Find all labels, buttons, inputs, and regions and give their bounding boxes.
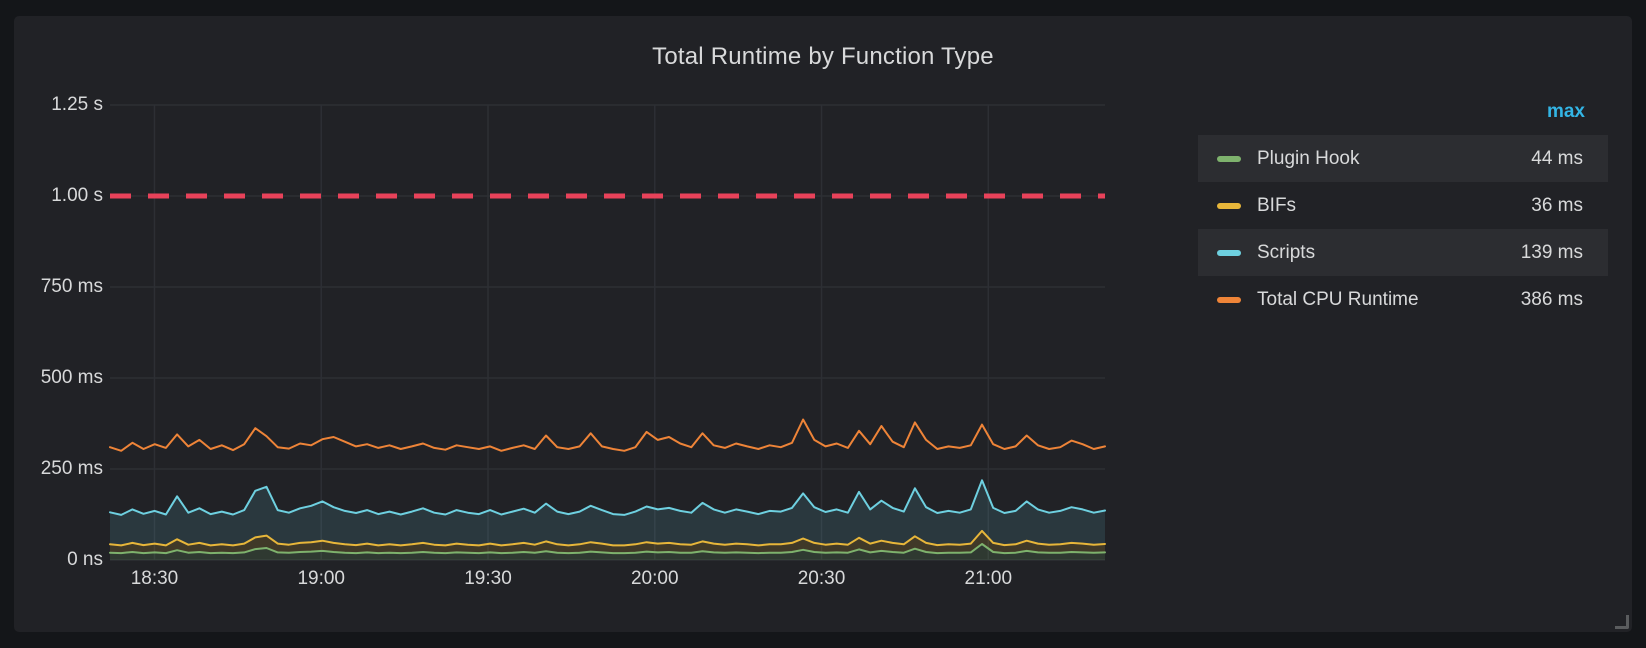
series-swatch-icon [1217, 156, 1241, 162]
legend-row-total-cpu-runtime[interactable]: Total CPU Runtime 386 ms [1198, 276, 1608, 323]
series-area-bifs [110, 530, 1105, 554]
series-line-total-cpu-runtime [109, 418, 1106, 452]
series-area-plugin-hook [110, 544, 1105, 560]
legend-label[interactable]: Plugin Hook [1257, 148, 1360, 169]
panel-title[interactable]: Total Runtime by Function Type [652, 43, 994, 70]
legend-row-plugin-hook[interactable]: Plugin Hook 44 ms [1198, 135, 1608, 182]
series-swatch-icon [1217, 203, 1241, 209]
legend-row-scripts[interactable]: Scripts 139 ms [1198, 229, 1608, 276]
x-tick-label: 20:00 [630, 568, 679, 589]
series-swatch-icon [1217, 250, 1241, 256]
legend-max-value: 386 ms [1520, 289, 1583, 310]
graph-panel: Total Runtime by Function Type 1.25 s 1.0… [14, 16, 1632, 632]
series-line-bifs [109, 529, 1106, 547]
series-swatch-icon [1217, 297, 1241, 303]
x-tick-label: 19:30 [464, 568, 512, 589]
legend-max-column-header[interactable]: max [1546, 101, 1585, 122]
y-tick-label: 1.00 s [51, 185, 103, 206]
series-line-scripts [109, 479, 1106, 516]
legend-label[interactable]: Total CPU Runtime [1257, 289, 1419, 310]
legend-max-value: 36 ms [1531, 195, 1583, 216]
series-line-plugin-hook [109, 543, 1106, 555]
legend-max-value: 44 ms [1531, 148, 1583, 169]
y-tick-label: 250 ms [40, 458, 103, 479]
y-tick-label: 0 ns [67, 549, 103, 570]
x-tick-label: 20:30 [797, 568, 846, 589]
panel-resize-handle[interactable] [1615, 615, 1629, 629]
legend-row-bifs[interactable]: BIFs 36 ms [1198, 182, 1608, 229]
x-tick-label: 19:00 [297, 568, 345, 589]
chart-canvas[interactable] [14, 16, 1632, 632]
y-tick-label: 750 ms [40, 276, 103, 297]
legend-label[interactable]: Scripts [1257, 242, 1316, 263]
legend-max-value: 139 ms [1520, 242, 1583, 263]
x-tick-label: 21:00 [964, 568, 1013, 589]
x-tick-label: 18:30 [130, 568, 179, 589]
y-tick-label: 1.25 s [51, 94, 103, 115]
y-tick-label: 500 ms [40, 367, 103, 388]
legend-label[interactable]: BIFs [1257, 195, 1297, 216]
